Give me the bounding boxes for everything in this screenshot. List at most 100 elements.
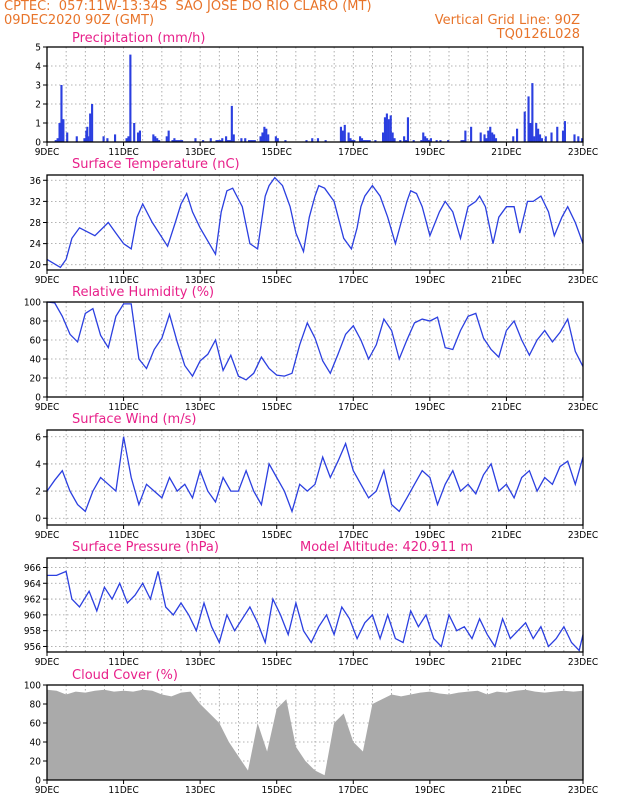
cloud-xtick-label: 9DEC bbox=[35, 785, 60, 796]
wind-xtick-label: 11DEC bbox=[108, 530, 138, 541]
temperature-ytick-label: 36 bbox=[30, 176, 42, 187]
precip-bar bbox=[177, 140, 180, 142]
precip-bar bbox=[221, 138, 224, 142]
wind-xtick-label: 23DEC bbox=[568, 530, 598, 541]
precip-bar bbox=[533, 136, 536, 142]
precip-bar bbox=[556, 126, 559, 142]
precip-bar bbox=[422, 132, 425, 142]
wind-ytick-label: 2 bbox=[35, 487, 41, 498]
precip-bar bbox=[305, 140, 308, 142]
humidity-frame bbox=[46, 301, 584, 398]
precip-xtick-label: 23DEC bbox=[568, 147, 598, 158]
precip-bar bbox=[316, 138, 320, 142]
precip-bar bbox=[215, 140, 218, 142]
pressure-ytick-label: 960 bbox=[24, 610, 41, 621]
pressure-ytick-label: 966 bbox=[24, 563, 41, 574]
precip-bar bbox=[127, 136, 130, 142]
precip-bar bbox=[324, 140, 327, 142]
precip-ytick-label: 2 bbox=[35, 100, 41, 111]
wind-xtick-label: 21DEC bbox=[491, 530, 521, 541]
precip-bar bbox=[479, 132, 482, 142]
precip-bar bbox=[129, 54, 132, 142]
station-title: CPTEC: 057:11W-13:34S SAO JOSE DO RIO CL… bbox=[4, 0, 372, 14]
cloud-xtick-label: 15DEC bbox=[262, 785, 292, 796]
cloud-title: Cloud Cover (%) bbox=[72, 668, 178, 683]
precip-bar bbox=[577, 136, 580, 142]
cloud-xtick-label: 17DEC bbox=[338, 785, 368, 796]
precip-bar bbox=[217, 140, 220, 142]
precip-bar bbox=[133, 123, 136, 142]
precip-bar bbox=[259, 136, 262, 142]
humidity-ytick-label: 60 bbox=[30, 336, 42, 347]
humidity-xtick-label: 17DEC bbox=[338, 402, 368, 413]
temperature-xtick-label: 23DEC bbox=[568, 275, 598, 286]
wind-line bbox=[46, 436, 584, 514]
pressure-ytick-label: 956 bbox=[24, 642, 41, 653]
precip-bar bbox=[387, 119, 390, 142]
pressure-annotation: Model Altitude: 420.911 m bbox=[300, 540, 473, 555]
humidity-ytick-label: 0 bbox=[35, 393, 41, 404]
precip-bar bbox=[427, 140, 431, 142]
cloud-ytick-label: 100 bbox=[24, 681, 41, 692]
cloud-ytick-label: 60 bbox=[30, 719, 42, 730]
precip-bar bbox=[393, 138, 396, 142]
precip-bar bbox=[244, 138, 247, 142]
wind-panel: Surface Wind (m/s) 0 2 4 6 9DEC 11DEC 13DEC 15DE… bbox=[35, 412, 598, 541]
temperature-title: Surface Temperature (nC) bbox=[72, 157, 240, 172]
precip-bar bbox=[460, 140, 463, 142]
humidity-ytick-label: 20 bbox=[30, 374, 42, 385]
wind-ytick-label: 6 bbox=[35, 432, 41, 443]
precip-bar bbox=[343, 124, 346, 142]
humidity-ytick-label: 40 bbox=[30, 355, 42, 366]
cloud-ytick-label: 80 bbox=[30, 700, 42, 711]
pressure-frame bbox=[46, 557, 584, 653]
precip-bar bbox=[540, 138, 544, 142]
humidity-xtick-label: 21DEC bbox=[491, 402, 521, 413]
precip-bar bbox=[368, 140, 371, 142]
precip-bar bbox=[516, 128, 519, 142]
temperature-xtick-label: 9DEC bbox=[35, 275, 60, 286]
precip-bar bbox=[538, 134, 542, 142]
precip-bar bbox=[403, 136, 406, 142]
precip-bar bbox=[439, 140, 442, 142]
precip-bar bbox=[406, 117, 410, 142]
precip-bar bbox=[531, 83, 534, 142]
precip-bar bbox=[374, 140, 377, 142]
pressure-line bbox=[47, 570, 584, 652]
precip-bar bbox=[424, 136, 427, 142]
pressure-ytick-label: 962 bbox=[24, 595, 41, 606]
precip-bar bbox=[537, 128, 540, 142]
precip-bar bbox=[156, 138, 159, 142]
precip-bar bbox=[464, 130, 467, 142]
model-id: TQ0126L028 bbox=[496, 27, 580, 42]
precip-ytick-label: 1 bbox=[35, 119, 41, 130]
pressure-xtick-label: 21DEC bbox=[491, 657, 521, 668]
cloud-area bbox=[47, 689, 583, 780]
precip-bar bbox=[494, 138, 498, 142]
precip-bar bbox=[253, 140, 256, 142]
wind-title: Surface Wind (m/s) bbox=[72, 412, 196, 427]
pressure-ytick-label: 964 bbox=[24, 579, 41, 590]
precip-bar bbox=[181, 140, 184, 142]
precip-bar bbox=[194, 138, 197, 142]
precip-xtick-label: 13DEC bbox=[185, 147, 215, 158]
precip-bar bbox=[226, 140, 230, 142]
precip-bar bbox=[284, 140, 287, 142]
pressure-ytick-label: 958 bbox=[24, 626, 41, 637]
precip-bar bbox=[420, 140, 423, 142]
pressure-panel: Surface Pressure (hPa) Model Altitude: 42… bbox=[24, 540, 598, 668]
temperature-xtick-label: 13DEC bbox=[185, 275, 215, 286]
precip-bar bbox=[60, 85, 63, 142]
humidity-panel: Relative Humidity (%) 0 20 40 60 80 100 9DEC 11D… bbox=[24, 285, 598, 413]
precip-bar bbox=[267, 134, 270, 142]
precip-bar bbox=[165, 136, 168, 142]
wind-xtick-label: 9DEC bbox=[35, 530, 60, 541]
precip-bar bbox=[550, 132, 553, 142]
precip-bar bbox=[62, 119, 65, 142]
precip-bar bbox=[158, 140, 161, 142]
precip-bar bbox=[581, 138, 584, 142]
precip-bar bbox=[230, 105, 233, 142]
humidity-title: Relative Humidity (%) bbox=[72, 285, 214, 300]
precip-bar bbox=[529, 123, 532, 142]
